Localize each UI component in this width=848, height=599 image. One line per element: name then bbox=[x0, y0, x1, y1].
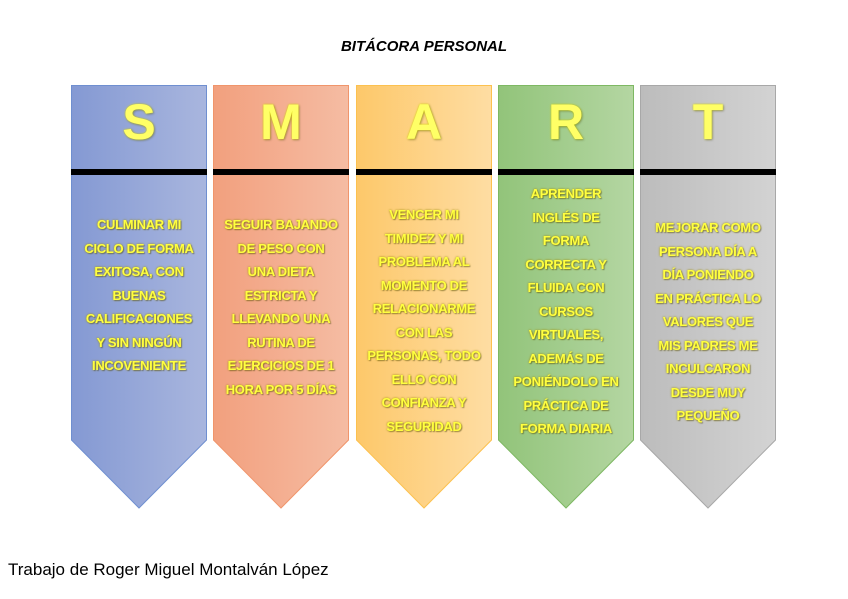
goal-text: APRENDER INGLÉS DE FORMA CORRECTA Y FLUIDA C… bbox=[513, 186, 619, 436]
arrow-banner-shape bbox=[498, 85, 634, 509]
smart-column-s: S CULMINAR MI CICLO DE FORMA EXITOSA, CON B… bbox=[71, 85, 207, 509]
smart-column-t: T MEJORAR COMO PERSONA DÍA A DÍA PONIENDO E… bbox=[640, 85, 776, 509]
divider-line bbox=[640, 169, 776, 175]
smart-letter: R bbox=[547, 94, 585, 150]
divider-line bbox=[213, 169, 349, 175]
smart-column-m: M SEGUIR BAJANDO DE PESO CON UNA DIETA ESTR… bbox=[213, 85, 349, 509]
goal-text: MEJORAR COMO PERSONA DÍA A DÍA PONIENDO EN … bbox=[655, 220, 761, 423]
page-title: BITÁCORA PERSONAL bbox=[340, 38, 508, 55]
smart-column-r: R APRENDER INGLÉS DE FORMA CORRECTA Y FLUIDA… bbox=[498, 85, 634, 509]
arrow-banner-shape bbox=[213, 85, 349, 509]
goal-text: SEGUIR BAJANDO DE PESO CON UNA DIETA ESTRIC… bbox=[224, 217, 338, 397]
divider-line bbox=[356, 169, 492, 175]
goal-text: VENCER MI TIMIDEZ Y MI PROBLEMA AL MOMENTO … bbox=[367, 207, 481, 434]
divider-line bbox=[71, 169, 207, 175]
arrow-banner-shape bbox=[356, 85, 492, 509]
arrow-banner-shape bbox=[71, 85, 207, 509]
goal-text: CULMINAR MI CICLO DE FORMA EXITOSA, CON BUE… bbox=[84, 217, 194, 373]
divider-line bbox=[498, 169, 634, 175]
smart-letter: S bbox=[122, 94, 156, 150]
smart-letter: M bbox=[260, 94, 302, 150]
author-credit: Trabajo de Roger Miguel Montalván López bbox=[8, 560, 329, 579]
arrow-banner-shape bbox=[640, 85, 776, 509]
smart-column-a: A VENCER MI TIMIDEZ Y MI PROBLEMA AL MOMENT… bbox=[356, 85, 492, 509]
smart-letter: A bbox=[405, 94, 443, 150]
smart-letter: T bbox=[692, 94, 724, 150]
